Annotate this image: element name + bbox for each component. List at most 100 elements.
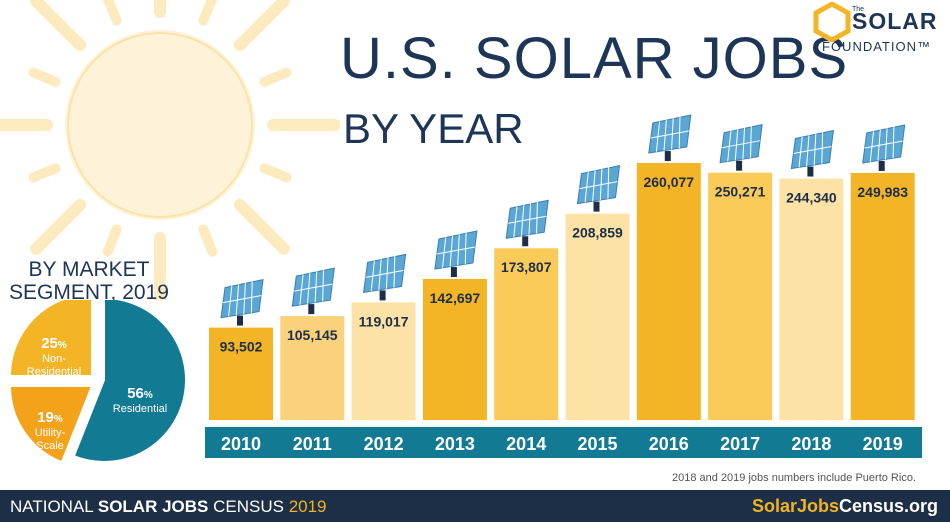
sun-ray: [28, 67, 61, 87]
footnote: 2018 and 2019 jobs numbers include Puert…: [672, 472, 916, 484]
solar-panel-icon: [291, 267, 335, 315]
solar-panel-icon: [220, 278, 264, 326]
solar-panel-icon: [576, 164, 621, 212]
panel-grid-line: [294, 283, 333, 292]
footer-website-link[interactable]: SolarJobsCensus.org: [752, 496, 938, 517]
footer-site-brand: SolarJobs: [751, 496, 839, 516]
panel-grid-line: [793, 146, 832, 155]
bar-2016: [636, 163, 701, 420]
panel-grid-line: [436, 246, 475, 255]
sun-ray: [28, 163, 61, 183]
bar-2019: [850, 172, 915, 420]
year-tick-label-2017: 2017: [720, 434, 760, 454]
sun-ray: [233, 0, 290, 52]
segment-title: BY MARKET SEGMENT, 2019: [4, 258, 174, 304]
bar-value-label-2014: 173,807: [501, 259, 552, 275]
sun-ray: [259, 163, 292, 183]
percent-sign: %: [54, 414, 63, 425]
sun-ray: [30, 198, 87, 255]
percent-sign: %: [144, 390, 153, 401]
year-tick-label-2015: 2015: [577, 434, 617, 454]
year-tick-label-2019: 2019: [863, 434, 903, 454]
panel-grid-line: [864, 140, 903, 149]
pie-percent-label: 56%: [127, 385, 153, 402]
chart-title: U.S. SOLAR JOBS: [340, 26, 849, 91]
pie-slice-1: [72, 300, 187, 463]
pie-slice-2: [8, 385, 94, 464]
jobs-bar-chart: 93,502 2010 105,145 2011 119,017 2012 142,697 2…: [205, 114, 922, 458]
footer-prefix: NATIONAL: [10, 497, 98, 516]
panel-stand: [593, 201, 600, 212]
pie-category-label: Non-: [42, 353, 66, 365]
solar-panel-icon: [790, 129, 834, 177]
panel-stand: [522, 236, 529, 247]
segment-title-line2: SEGMENT, 2019: [9, 281, 169, 304]
panel-grid-line: [222, 295, 262, 304]
panel-stand: [379, 290, 386, 301]
panel-stand: [664, 151, 671, 161]
pie-category-label: Residential: [113, 403, 167, 415]
bar-2011: [280, 316, 345, 420]
panel-stand: [237, 315, 243, 326]
bar-value-label-2019: 249,983: [857, 184, 908, 200]
year-tick-label-2010: 2010: [221, 434, 261, 454]
sun-ray: [102, 224, 122, 257]
panel-grid-line: [722, 140, 761, 149]
footer-bold: SOLAR JOBS: [97, 497, 209, 516]
bar-value-label-2018: 244,340: [786, 190, 837, 206]
year-tick-label-2012: 2012: [364, 434, 404, 454]
footer-site-rest: Census.org: [838, 496, 938, 516]
sun-illustration: [0, 0, 340, 300]
footer-census-label: NATIONAL SOLAR JOBS CENSUS 2019: [10, 497, 327, 517]
year-tick-label-2011: 2011: [293, 434, 332, 454]
hexagon-logo-icon: [813, 2, 851, 42]
panel-stand: [308, 304, 315, 315]
segment-title-line1: BY MARKET: [28, 258, 150, 281]
year-axis-strip: [205, 427, 922, 458]
bar-2015: [565, 213, 630, 420]
solar-panel-icon: [363, 253, 407, 301]
solar-foundation-logo: The SOLAR FOUNDATION™: [812, 2, 947, 58]
year-tick-label-2018: 2018: [791, 434, 831, 454]
bar-2010: [209, 327, 273, 420]
panel-stand: [807, 166, 814, 177]
logo-foundation: FOUNDATION™: [822, 39, 931, 54]
sun-ring: [67, 32, 253, 218]
sun-ray: [259, 67, 292, 87]
solar-panel-icon: [862, 124, 906, 171]
bar-value-label-2015: 208,859: [572, 225, 623, 241]
footer-census: CENSUS: [208, 497, 289, 516]
sun-ray: [30, 0, 87, 52]
sun-ray: [198, 224, 218, 257]
bar-value-label-2013: 142,697: [430, 290, 481, 306]
bar-2014: [494, 248, 559, 420]
percent-sign: %: [58, 340, 67, 351]
bar-2012: [351, 302, 416, 420]
sun-ray: [198, 0, 218, 26]
panel-grid-line: [365, 269, 404, 278]
bar-2017: [708, 172, 773, 420]
bar-2018: [779, 178, 844, 420]
solar-panel-icon: [648, 114, 692, 161]
solar-panel-icon: [719, 124, 763, 171]
sun-disc: [65, 30, 255, 220]
bar-2013: [422, 278, 487, 420]
year-tick-label-2014: 2014: [506, 434, 546, 454]
pie-percent-label: 25%: [41, 335, 67, 352]
solar-panel-icon: [434, 230, 478, 277]
bar-value-label-2012: 119,017: [359, 313, 409, 329]
sun-ray: [233, 198, 290, 255]
sun-ray: [102, 0, 122, 26]
solar-panel-icon: [505, 199, 549, 247]
chart-subtitle: BY YEAR: [343, 105, 524, 152]
pie-slice-3: [8, 300, 93, 377]
bar-value-label-2017: 250,271: [715, 184, 766, 200]
panel-grid-line: [579, 181, 618, 190]
panel-grid-line: [508, 215, 547, 224]
footer-year: 2019: [288, 497, 327, 516]
pie-category-label: Utility-: [35, 427, 66, 439]
pie-category-label-line2: Scale: [36, 440, 64, 452]
bar-value-label-2010: 93,502: [220, 339, 263, 355]
logo-solar: SOLAR: [852, 8, 938, 34]
panel-stand: [878, 160, 885, 171]
